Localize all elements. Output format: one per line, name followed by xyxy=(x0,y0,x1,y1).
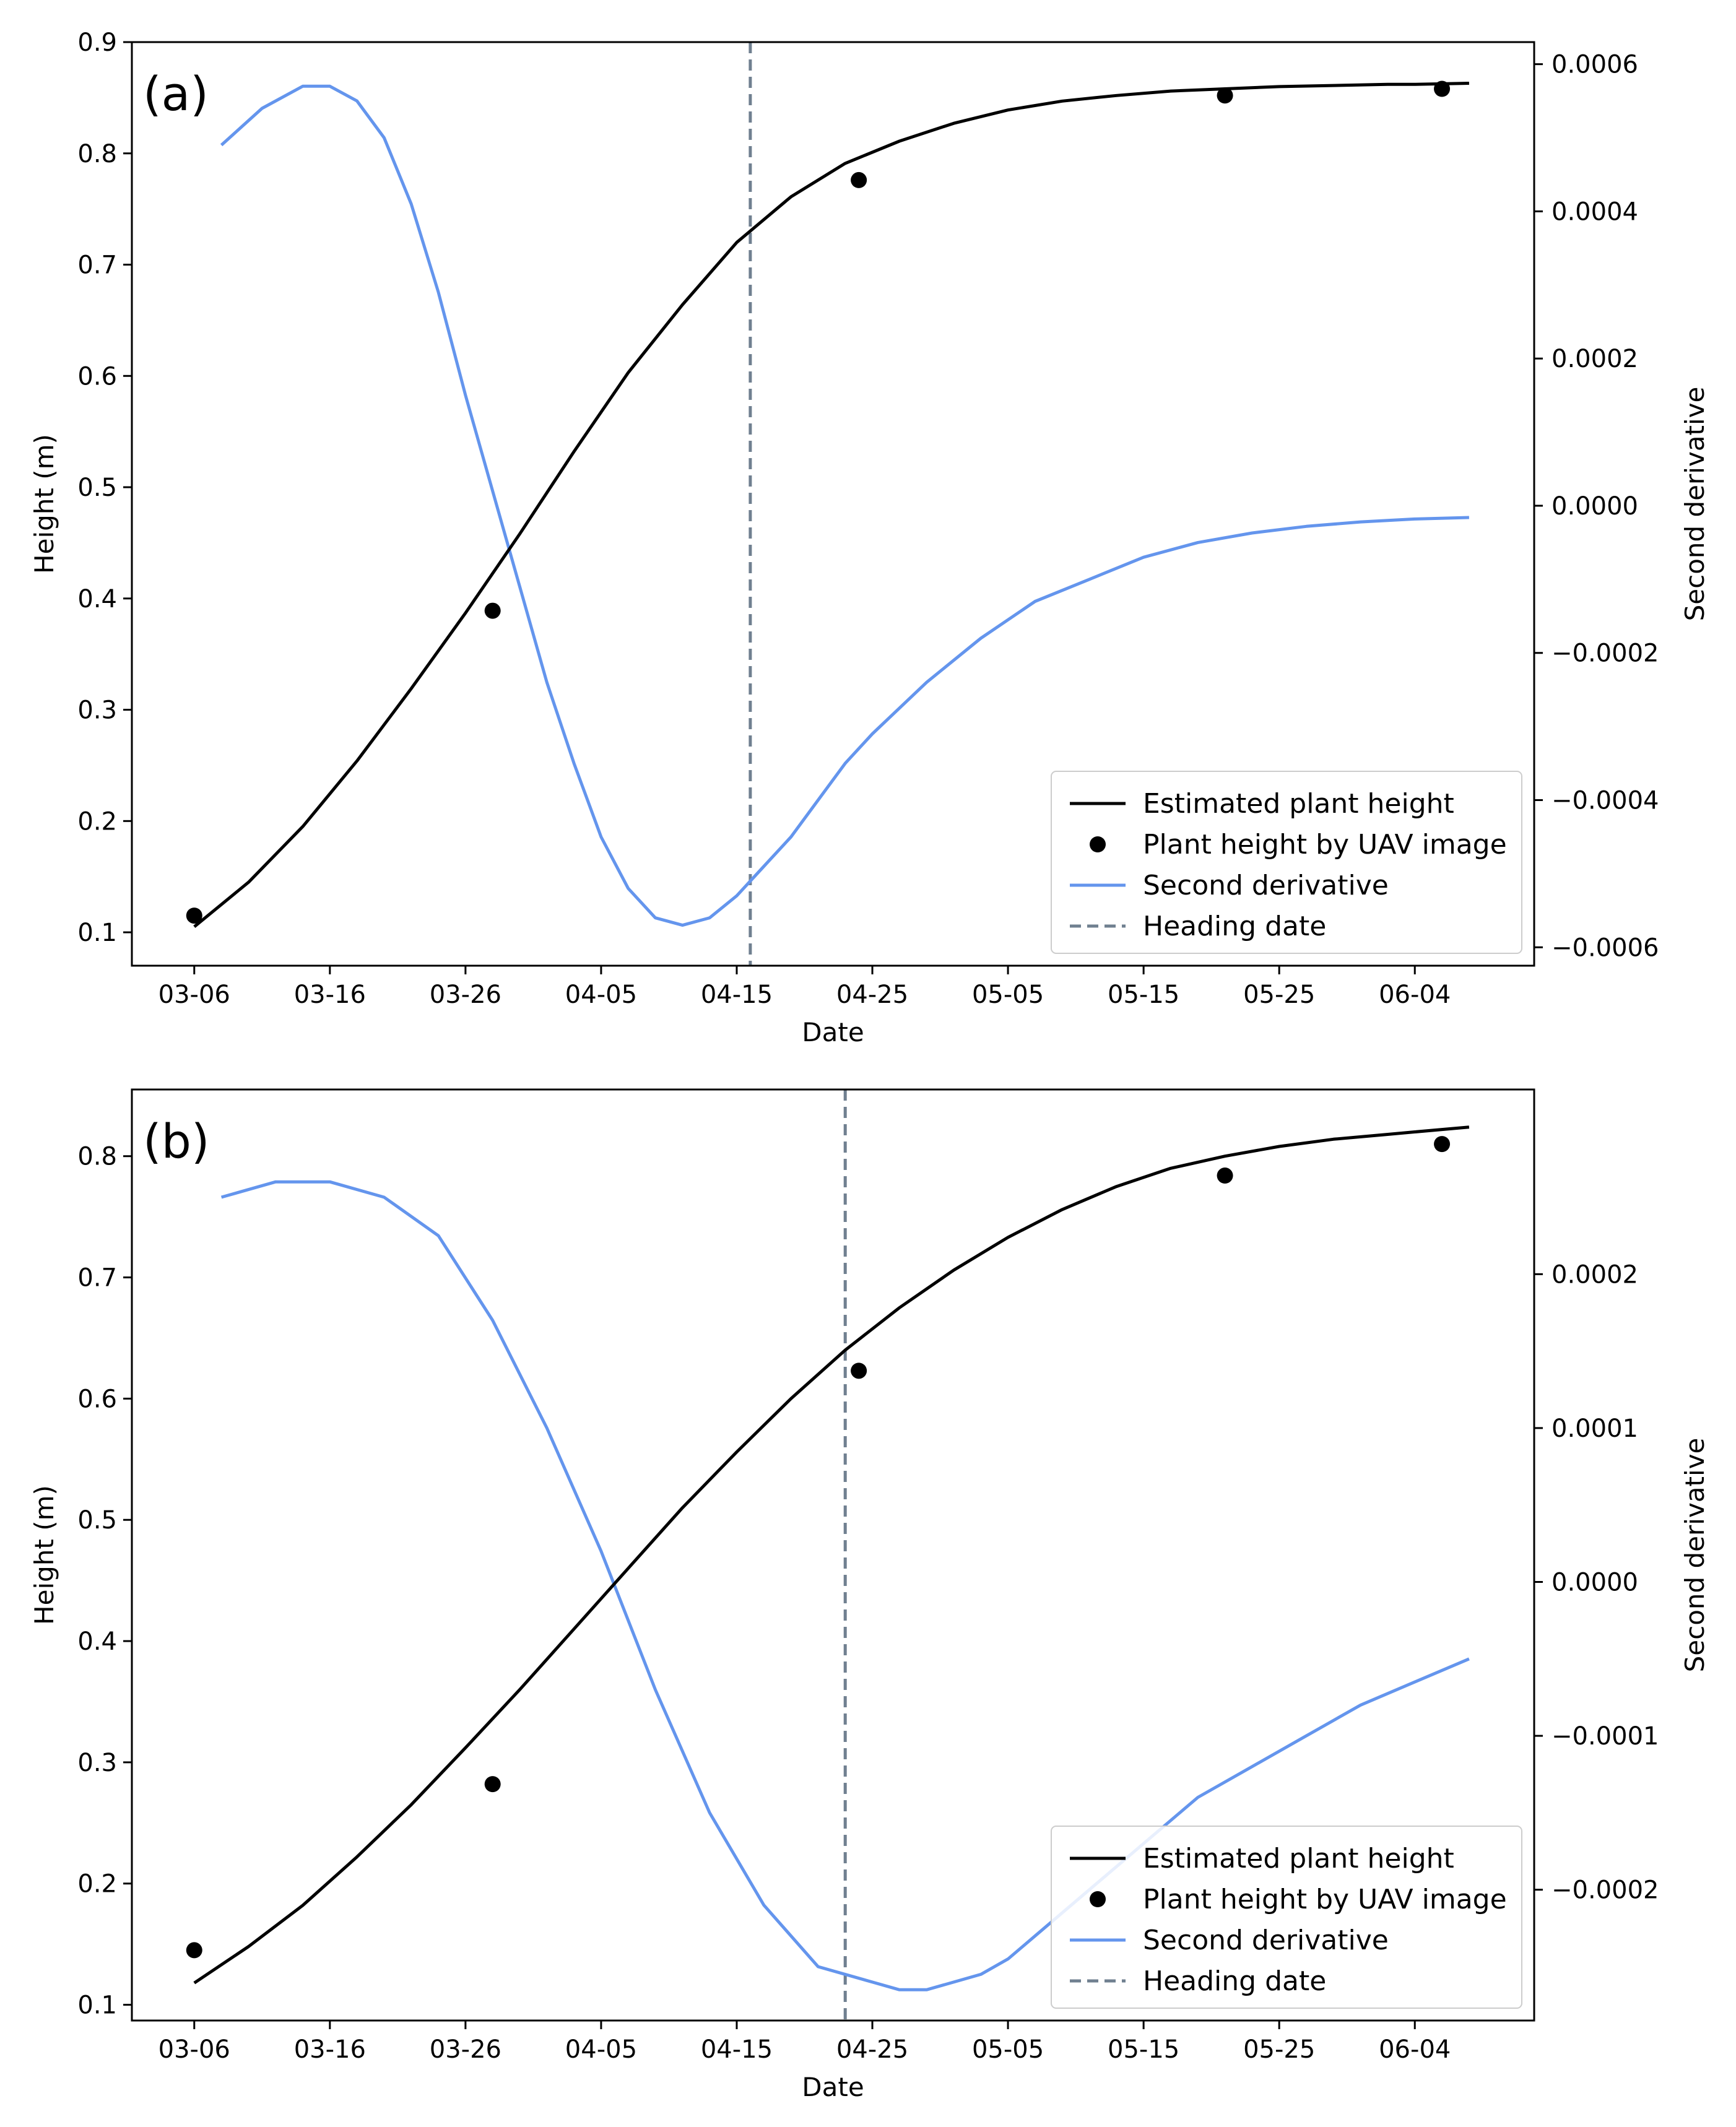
legend-label-heading-date: Heading date xyxy=(1143,1965,1326,1997)
chart-panel-b: 03-06 03-16 03-26 04-05 04-15 04-25 05-05 05-15… xyxy=(29,1088,1710,2102)
legend-label-estimated-height: Estimated plant height xyxy=(1143,788,1454,820)
x-tick-label: 05-25 xyxy=(1243,2035,1315,2064)
legend-label-second-derivative: Second derivative xyxy=(1143,1925,1389,1956)
y-tick-label: 0.2 xyxy=(77,1870,117,1899)
second-derivative-line xyxy=(220,84,1469,927)
y2-axis-title: Second derivative xyxy=(1680,387,1710,622)
legend-swatch-uav-points xyxy=(1090,836,1106,852)
second-derivative-line xyxy=(220,1180,1470,1991)
uav-data-point xyxy=(851,171,867,188)
x-tick-label: 04-15 xyxy=(701,2035,773,2064)
legend-swatch-uav-points xyxy=(1090,1891,1106,1907)
legend-label-second-derivative: Second derivative xyxy=(1143,870,1389,901)
uav-data-point xyxy=(186,908,202,924)
x-tick-label: 05-15 xyxy=(1108,2035,1179,2064)
y-axis-title: Height (m) xyxy=(29,1485,59,1625)
y-tick-label: 0.8 xyxy=(77,140,117,168)
y2-tick-label: 0.0000 xyxy=(1552,492,1638,521)
x-tick-label: 06-04 xyxy=(1379,981,1451,1009)
y2-tick-label: −0.0001 xyxy=(1552,1722,1659,1751)
x-tick-label: 05-25 xyxy=(1243,981,1315,1009)
y2-tick-label: 0.0001 xyxy=(1552,1414,1638,1443)
uav-data-point xyxy=(1434,1136,1451,1153)
y2-tick-label: 0.0006 xyxy=(1552,51,1638,79)
legend: Estimated plant height Plant height by U… xyxy=(1051,771,1522,954)
x-tick-label: 03-06 xyxy=(158,981,230,1009)
uav-data-point xyxy=(484,1776,501,1793)
x-tick-label: 03-16 xyxy=(294,2035,366,2064)
x-tick-label: 04-25 xyxy=(836,981,908,1009)
legend-label-estimated-height: Estimated plant height xyxy=(1143,1843,1454,1874)
y-tick-label: 0.5 xyxy=(77,474,117,502)
estimated-height-line xyxy=(193,82,1469,929)
uav-data-point xyxy=(1217,1167,1233,1184)
y2-tick-label: 0.0002 xyxy=(1552,1260,1638,1289)
x-tick-label: 05-05 xyxy=(972,2035,1044,2064)
y2-tick-label: 0.0000 xyxy=(1552,1569,1638,1597)
x-tick-label: 06-04 xyxy=(1379,2035,1451,2064)
legend-label-uav-points: Plant height by UAV image xyxy=(1143,829,1507,860)
y-tick-label: 0.1 xyxy=(77,919,117,947)
x-tick-label: 04-25 xyxy=(836,2035,908,2064)
plot-frame xyxy=(131,1088,1535,2022)
y-tick-label: 0.6 xyxy=(77,362,117,391)
uav-data-point xyxy=(1434,80,1451,97)
chart-panel-a: 03-06 03-16 03-26 04-05 04-15 04-25 05-05 05-15… xyxy=(29,28,1710,1047)
y-tick-label: 0.8 xyxy=(77,1143,117,1171)
y-tick-label: 0.7 xyxy=(77,251,117,280)
y2-tick-label: 0.0004 xyxy=(1552,197,1638,226)
y-tick-label: 0.6 xyxy=(77,1385,117,1413)
y2-tick-label: −0.0002 xyxy=(1552,1876,1659,1905)
legend-label-heading-date: Heading date xyxy=(1143,911,1326,942)
y-tick-label: 0.2 xyxy=(77,807,117,836)
y2-tick-label: −0.0004 xyxy=(1552,787,1659,815)
legend-box xyxy=(1051,771,1522,954)
y-tick-label: 0.7 xyxy=(77,1264,117,1293)
x-tick-label: 05-05 xyxy=(972,981,1044,1009)
x-tick-label: 05-15 xyxy=(1108,981,1179,1009)
uav-data-point xyxy=(186,1942,202,1959)
legend-label-uav-points: Plant height by UAV image xyxy=(1143,1884,1507,1915)
y-tick-label: 0.4 xyxy=(77,1627,117,1656)
y2-tick-label: −0.0006 xyxy=(1552,934,1659,962)
y-tick-label: 0.4 xyxy=(77,585,117,613)
uav-data-point xyxy=(851,1362,867,1379)
y2-tick-label: 0.0002 xyxy=(1552,345,1638,373)
x-tick-label: 04-05 xyxy=(565,2035,637,2064)
y2-tick-label: −0.0002 xyxy=(1552,639,1659,668)
x-tick-label: 03-26 xyxy=(430,981,501,1009)
y-tick-label: 0.9 xyxy=(77,28,117,57)
legend-box xyxy=(1051,1826,1522,2009)
panel-label: (a) xyxy=(143,66,209,121)
legend: Estimated plant height Plant height by U… xyxy=(1051,1826,1522,2009)
x-tick-label: 04-15 xyxy=(701,981,773,1009)
x-tick-label: 04-05 xyxy=(565,981,637,1009)
y-axis-title: Height (m) xyxy=(29,434,59,574)
x-axis-title: Date xyxy=(802,1017,864,1047)
x-tick-label: 03-16 xyxy=(294,981,366,1009)
estimated-height-line xyxy=(193,1125,1470,1985)
uav-data-point xyxy=(1217,87,1233,104)
y-tick-label: 0.3 xyxy=(77,1749,117,1777)
y2-axis-title: Second derivative xyxy=(1680,1438,1710,1673)
x-axis-title: Date xyxy=(802,2072,864,2102)
y-tick-label: 0.1 xyxy=(77,1991,117,2020)
plot-frame xyxy=(131,41,1535,967)
x-tick-label: 03-26 xyxy=(430,2035,501,2064)
y-tick-label: 0.5 xyxy=(77,1506,117,1535)
uav-data-point xyxy=(484,602,501,619)
panel-label: (b) xyxy=(143,1114,210,1169)
x-tick-label: 03-06 xyxy=(158,2035,230,2064)
y-tick-label: 0.3 xyxy=(77,696,117,725)
